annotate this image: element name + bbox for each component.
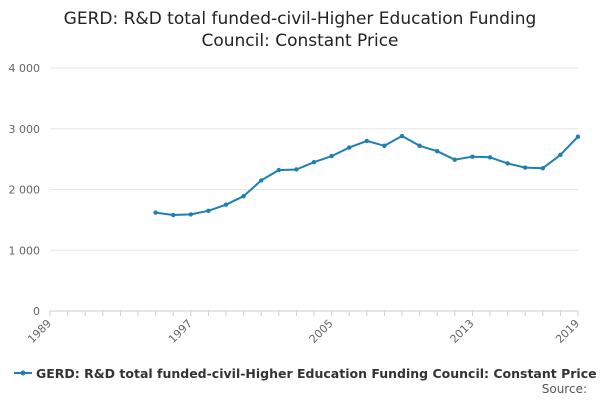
data-point (435, 149, 440, 154)
data-point (311, 159, 317, 165)
data-point (540, 166, 545, 171)
source-link[interactable]: Source: (541, 382, 587, 396)
data-point (171, 212, 176, 218)
chart-title-line-1: GERD: R&D total funded-civil-Higher Educ… (63, 9, 537, 29)
data-point (223, 202, 229, 207)
x-tick-label: 2013 (448, 317, 477, 346)
data-point (259, 178, 264, 183)
series-line (154, 135, 579, 216)
x-tick-label: 2005 (307, 317, 336, 346)
data-point (523, 165, 528, 170)
data-point (487, 155, 493, 160)
chart-title: GERD: R&D total funded-civil-Higher Educ… (0, 8, 600, 52)
data-point (329, 153, 334, 159)
legend[interactable]: GERD: R&D total funded-civil-Higher Educ… (14, 364, 597, 382)
data-point (470, 154, 475, 159)
chart-title-line-2: Council: Constant Price (201, 31, 399, 51)
x-axis: 1989 1997 2005 2013 2019 (25, 310, 582, 346)
data-point (364, 138, 369, 144)
series-layer (153, 133, 581, 218)
data-point (206, 208, 211, 213)
data-point (347, 145, 352, 150)
data-point (294, 167, 299, 172)
legend-label: GERD: R&D total funded-civil-Higher Educ… (36, 365, 597, 381)
data-point (505, 161, 510, 166)
data-point (399, 133, 405, 139)
data-point (417, 143, 422, 148)
y-tick-label: 4 000 (9, 62, 41, 75)
data-point (558, 152, 563, 158)
data-point (241, 193, 246, 199)
data-point (188, 212, 193, 217)
y-tick-label: 2 000 (9, 184, 41, 197)
x-tick-label: 1989 (25, 317, 54, 346)
data-point (276, 167, 281, 173)
data-point (153, 210, 158, 215)
y-axis: 0 1 000 2 000 3 000 4 000 (9, 62, 41, 318)
legend-marker-icon (14, 370, 32, 376)
grid-lines (50, 67, 578, 312)
data-point (382, 143, 387, 148)
y-tick-label: 1 000 (9, 244, 41, 257)
x-tick-label: 2019 (553, 317, 582, 346)
y-tick-label: 0 (33, 305, 40, 318)
data-point (575, 134, 581, 139)
data-point (452, 157, 457, 162)
x-tick-label: 1997 (166, 317, 195, 346)
y-tick-label: 3 000 (9, 123, 41, 136)
